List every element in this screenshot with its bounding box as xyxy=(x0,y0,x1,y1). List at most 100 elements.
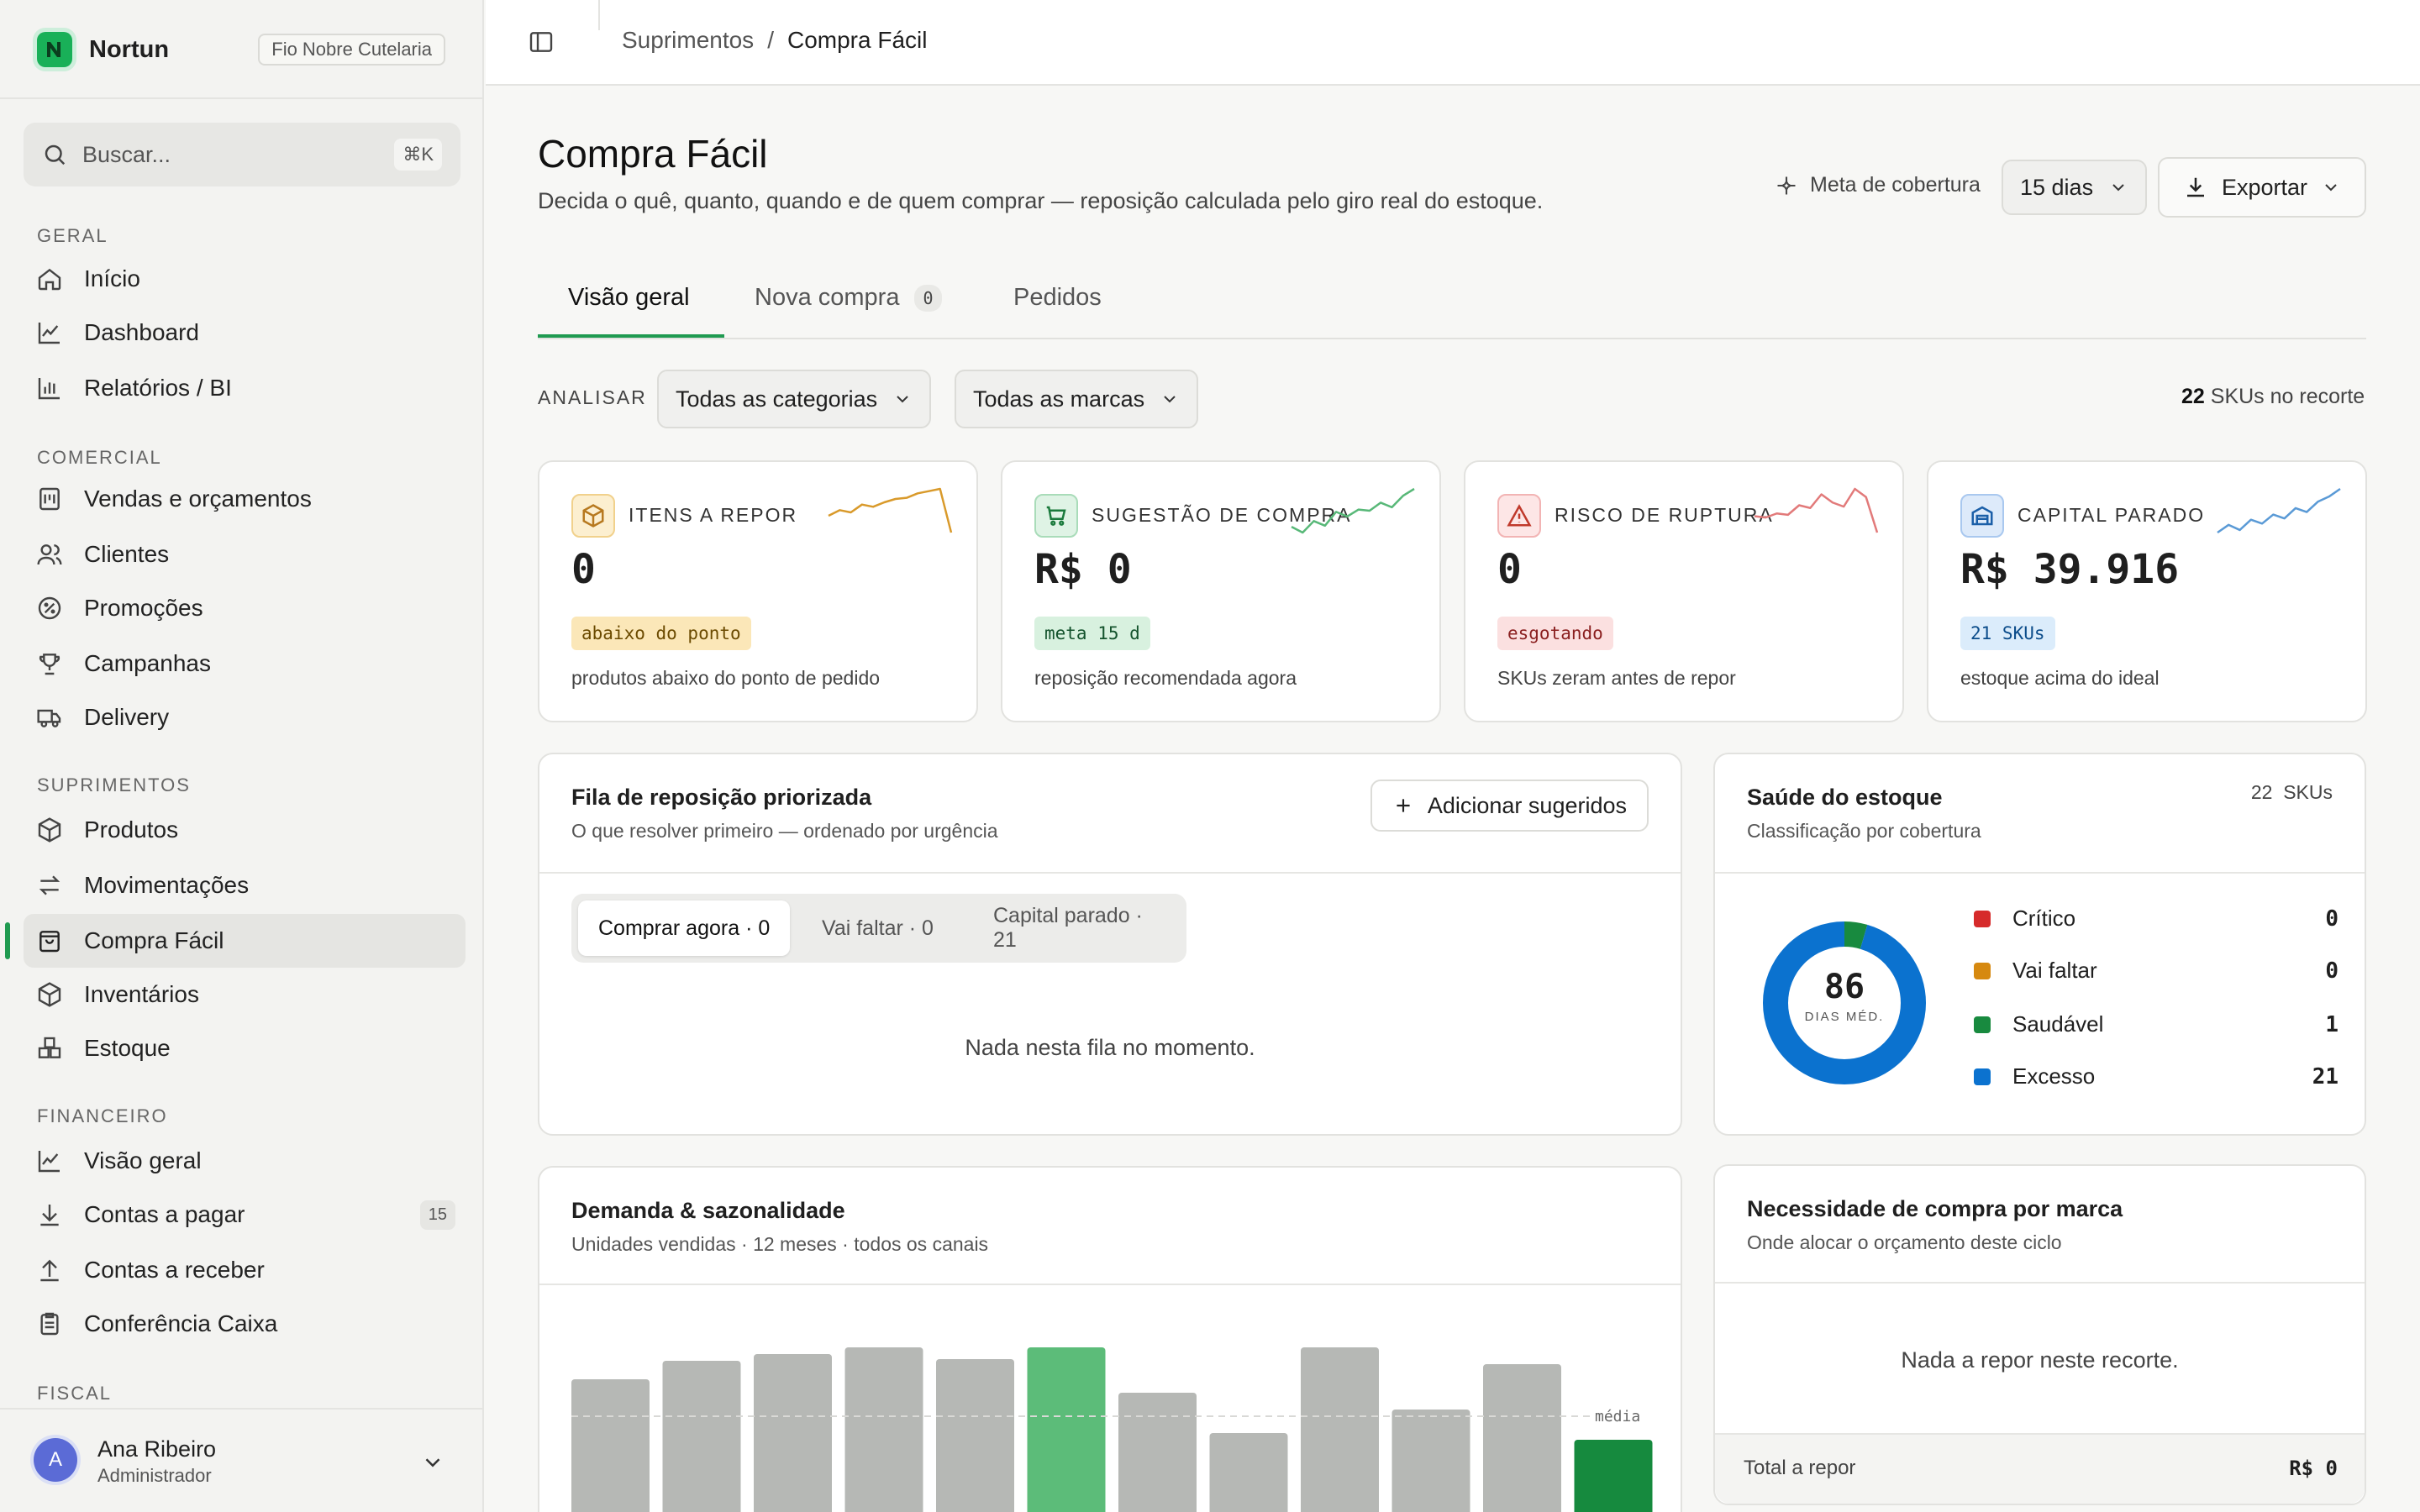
divider xyxy=(539,1284,1681,1285)
brand-filter[interactable]: Todas as marcas xyxy=(955,370,1199,428)
chevron-down-icon xyxy=(1160,389,1180,409)
panel-title: Demanda & sazonalidade xyxy=(571,1198,845,1223)
section-title-comercial: COMERCIAL xyxy=(37,447,162,468)
segment-comprar-agora[interactable]: Comprar agora · 0 xyxy=(578,900,791,956)
sidebar-item-inicio[interactable]: Início xyxy=(24,252,466,306)
demand-bar[interactable] xyxy=(1574,1440,1653,1512)
boxes-icon xyxy=(35,1034,64,1063)
legend-value: 1 xyxy=(2325,1011,2338,1037)
chevron-down-icon xyxy=(2321,177,2341,197)
sidebar-item-conferencia-caixa[interactable]: Conferência Caixa xyxy=(24,1297,466,1351)
search-shortcut: ⌘K xyxy=(394,139,442,171)
avatar: A xyxy=(34,1438,77,1482)
demand-bar[interactable] xyxy=(571,1379,650,1512)
logo-icon xyxy=(37,32,72,67)
demand-bar[interactable] xyxy=(1118,1393,1197,1512)
sidebar-item-produtos[interactable]: Produtos xyxy=(24,803,466,857)
kpi-label: ITENS A REPOR xyxy=(629,504,798,526)
demand-bar[interactable] xyxy=(1392,1410,1470,1512)
sidebar-item-contas-receber[interactable]: Contas a receber xyxy=(24,1243,466,1297)
empty-state: Nada nesta fila no momento. xyxy=(965,1035,1255,1060)
panel-subtitle: O que resolver primeiro — ordenado por u… xyxy=(571,820,998,842)
sidebar-item-clientes[interactable]: Clientes xyxy=(24,528,466,581)
sidebar-item-promocoes[interactable]: Promoções xyxy=(24,581,466,635)
sku-count: 22 SKUs no recorte xyxy=(2181,385,2365,409)
sku-count-label: SKUs no recorte xyxy=(2210,385,2365,408)
demand-bar[interactable] xyxy=(662,1361,741,1512)
percent-icon xyxy=(35,594,64,622)
sidebar-item-compra-facil[interactable]: Compra Fácil xyxy=(24,914,466,968)
kpi-badge: abaixo do ponto xyxy=(571,617,751,650)
segment-capital-parado[interactable]: Capital parado · 21 xyxy=(993,904,1143,952)
user-name: Ana Ribeiro xyxy=(97,1436,217,1462)
user-menu[interactable]: A Ana Ribeiro Administrador xyxy=(0,1408,484,1512)
kpi-card-itens-a-repor[interactable]: ITENS A REPOR 0 abaixo do ponto produtos… xyxy=(538,460,978,722)
sidebar-item-inventarios[interactable]: Inventários xyxy=(24,968,466,1021)
sidebar-item-campanhas[interactable]: Campanhas xyxy=(24,637,466,690)
kpi-card-sugestao-compra[interactable]: SUGESTÃO DE COMPRA R$ 0 meta 15 d reposi… xyxy=(1001,460,1441,722)
sidebar-item-label: Produtos xyxy=(84,816,179,843)
sidebar-toggle-icon[interactable] xyxy=(528,29,555,55)
legend-item-vai-faltar: Vai faltar 0 xyxy=(1974,958,2338,984)
sidebar-item-visao-geral[interactable]: Visão geral xyxy=(24,1134,466,1188)
filter-label: ANALISAR xyxy=(538,386,647,408)
cart-icon xyxy=(1034,494,1078,538)
demand-bar[interactable] xyxy=(844,1347,923,1512)
kpi-card-risco-ruptura[interactable]: RISCO DE RUPTURA 0 esgotando SKUs zeram … xyxy=(1464,460,1904,722)
divider xyxy=(1715,1282,2365,1284)
sidebar-item-relatorios[interactable]: Relatórios / BI xyxy=(24,361,466,415)
panel-title: Fila de reposição priorizada xyxy=(571,785,872,810)
chevron-down-icon xyxy=(892,389,913,409)
count-badge: 15 xyxy=(419,1200,455,1230)
kpi-label: SUGESTÃO DE COMPRA xyxy=(1092,504,1352,526)
chevron-down-icon[interactable] xyxy=(420,1450,445,1475)
sidebar-item-estoque[interactable]: Estoque xyxy=(24,1021,466,1075)
sidebar-item-delivery[interactable]: Delivery xyxy=(24,690,466,744)
total-label: Total a repor xyxy=(1744,1457,1856,1479)
section-title-suprimentos: SUPRIMENTOS xyxy=(37,774,191,795)
legend-swatch xyxy=(1974,1016,1991,1033)
breadcrumb-parent[interactable]: Suprimentos xyxy=(622,27,755,53)
kpi-card-capital-parado[interactable]: CAPITAL PARADO R$ 39.916 21 SKUs estoque… xyxy=(1927,460,2367,722)
coverage-select[interactable]: 15 dias xyxy=(2002,160,2148,215)
segment-vai-faltar[interactable]: Vai faltar · 0 xyxy=(822,916,934,940)
sidebar-item-label: Vendas e orçamentos xyxy=(84,486,312,512)
tab-visao-geral[interactable]: Visão geral xyxy=(568,284,690,312)
arrows-icon xyxy=(35,871,64,900)
kpi-value: 0 xyxy=(571,546,596,593)
clipboard-icon xyxy=(35,1310,64,1338)
sidebar-item-label: Promoções xyxy=(84,595,203,621)
add-suggested-label: Adicionar sugeridos xyxy=(1427,792,1627,818)
sidebar-item-dashboard[interactable]: Dashboard xyxy=(24,306,466,360)
demand-bar[interactable] xyxy=(1027,1347,1106,1512)
tab-pedidos[interactable]: Pedidos xyxy=(1013,284,1102,312)
sidebar-item-label: Movimentações xyxy=(84,872,250,898)
sidebar-item-movimentacoes[interactable]: Movimentações xyxy=(24,858,466,912)
kpi-description: produtos abaixo do ponto de pedido xyxy=(571,667,881,689)
add-suggested-button[interactable]: Adicionar sugeridos xyxy=(1370,780,1649,832)
legend-value: 21 xyxy=(2312,1063,2338,1089)
demand-bar[interactable] xyxy=(1209,1433,1288,1512)
search-input[interactable]: Buscar... ⌘K xyxy=(24,123,460,186)
export-label: Exportar xyxy=(2222,174,2308,200)
org-badge[interactable]: Fio Nobre Cutelaria xyxy=(258,34,445,66)
demand-bar[interactable] xyxy=(754,1354,832,1512)
sidebar-item-vendas[interactable]: Vendas e orçamentos xyxy=(24,472,466,526)
chart-line-icon xyxy=(35,318,64,347)
truck-icon xyxy=(35,703,64,732)
legend-label: Crítico xyxy=(2012,906,2076,931)
demand-bar-chart: média xyxy=(571,1347,1653,1512)
sidebar-item-contas-pagar[interactable]: Contas a pagar 15 xyxy=(24,1188,466,1242)
coverage-donut xyxy=(1763,921,1926,1084)
demand-bar[interactable] xyxy=(1301,1347,1379,1512)
breadcrumb: Suprimentos / Compra Fácil xyxy=(622,27,927,54)
export-button[interactable]: Exportar xyxy=(2158,157,2367,218)
demand-bar[interactable] xyxy=(936,1359,1014,1512)
brand[interactable]: Nortun Fio Nobre Cutelaria xyxy=(37,29,445,71)
sidebar-item-label: Visão geral xyxy=(84,1147,202,1173)
sku-count-value: 22 xyxy=(2181,385,2205,408)
demand-bar[interactable] xyxy=(1483,1364,1561,1512)
category-filter[interactable]: Todas as categorias xyxy=(657,370,932,428)
kpi-value: 0 xyxy=(1497,546,1522,593)
tab-nova-compra[interactable]: Nova compra 0 xyxy=(755,284,942,312)
